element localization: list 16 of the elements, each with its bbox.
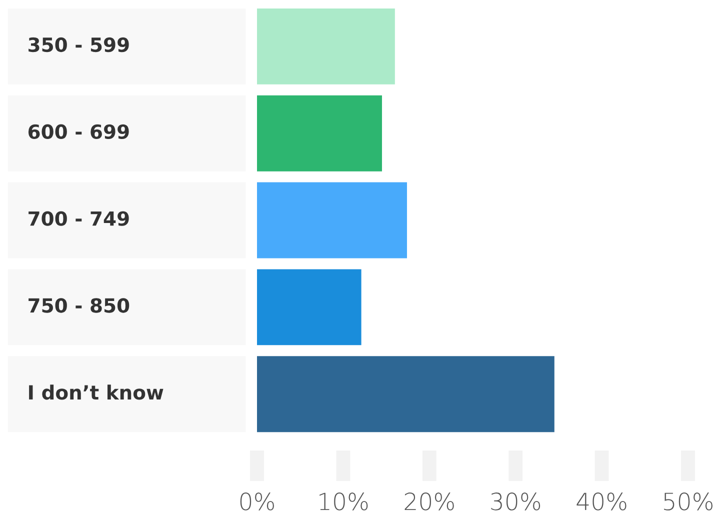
x-tick-label: 40% bbox=[576, 492, 626, 510]
y-tick-label: 350 - 599 bbox=[28, 37, 129, 52]
bar bbox=[257, 356, 554, 432]
bar bbox=[257, 269, 362, 346]
x-tick-label: 0% bbox=[240, 492, 274, 510]
bar bbox=[257, 8, 395, 84]
y-tick-label: I don’t know bbox=[29, 384, 164, 400]
bar bbox=[257, 95, 382, 172]
x-tick-label: 20% bbox=[404, 492, 454, 510]
x-tick-label: 10% bbox=[320, 492, 368, 510]
y-tick-label: 700 - 749 bbox=[28, 211, 129, 226]
bar bbox=[257, 182, 407, 258]
x-tick-label: 30% bbox=[491, 492, 540, 510]
y-tick-label: 750 - 850 bbox=[28, 298, 130, 313]
y-tick-label: 600 - 699 bbox=[28, 124, 129, 140]
x-tick-label: 50% bbox=[664, 492, 712, 510]
